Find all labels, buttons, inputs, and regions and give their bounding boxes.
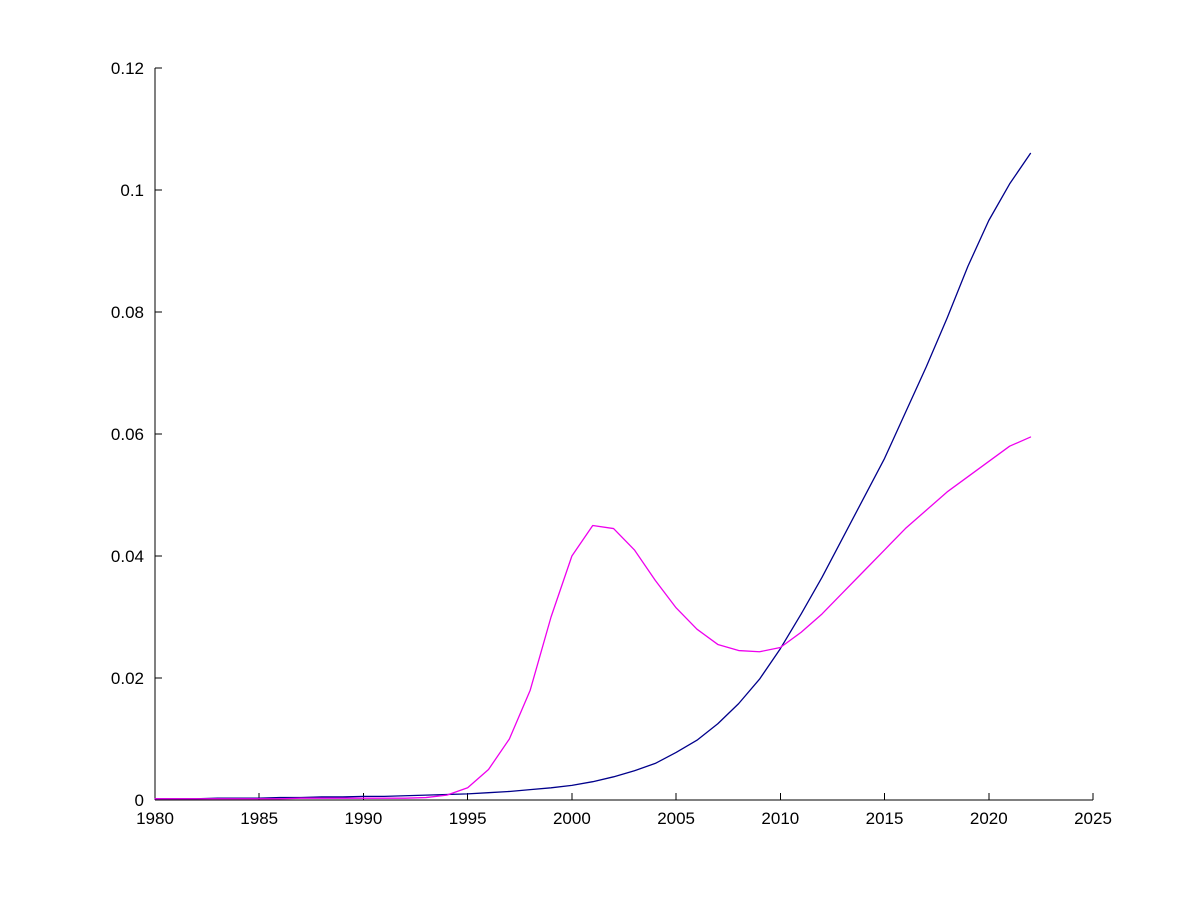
y-tick-label: 0.02 (111, 669, 144, 688)
x-tick-label: 1980 (136, 809, 174, 828)
x-tick-label: 2005 (657, 809, 695, 828)
y-tick-label: 0.12 (111, 59, 144, 78)
x-tick-label: 1990 (345, 809, 383, 828)
y-tick-label: 0.1 (120, 181, 144, 200)
y-tick-label: 0.04 (111, 547, 144, 566)
dark-blue-series-line (154, 152, 1032, 800)
x-tick-label: 2010 (761, 809, 799, 828)
y-tick-label: 0.08 (111, 303, 144, 322)
y-tick-label: 0.06 (111, 425, 144, 444)
x-tick-label: 1985 (240, 809, 278, 828)
magenta-series-line (154, 436, 1032, 800)
x-tick-label: 2015 (866, 809, 904, 828)
x-tick-label: 2020 (970, 809, 1008, 828)
y-tick-label: 0 (135, 791, 144, 810)
x-tick-label: 2000 (553, 809, 591, 828)
x-tick-label: 2025 (1074, 809, 1112, 828)
x-tick-label: 1995 (449, 809, 487, 828)
